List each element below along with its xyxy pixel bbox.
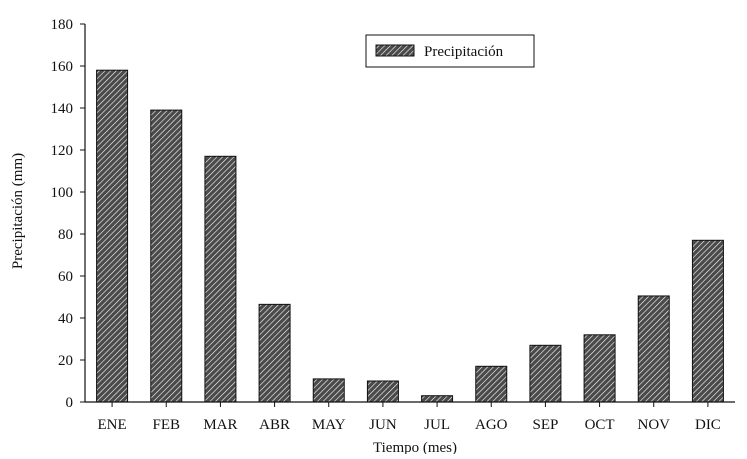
x-tick-label-nov: NOV: [638, 417, 671, 433]
bar-dic: [691, 239, 724, 403]
bar-ene: [96, 69, 129, 403]
axes-layer: [80, 23, 735, 407]
x-tick-label-sep: SEP: [532, 417, 558, 433]
bar-jun: [366, 380, 399, 403]
x-tick-label-ago: AGO: [475, 417, 508, 433]
y-tick-label-120: 120: [51, 143, 74, 159]
y-tick-label-60: 60: [58, 269, 73, 285]
y-tick-label-40: 40: [58, 311, 73, 327]
bar-sep: [529, 344, 562, 403]
x-tick-label-ene: ENE: [97, 417, 126, 433]
legend-label: Precipitación: [424, 44, 504, 60]
bar-ago: [475, 365, 508, 403]
bar-may: [312, 378, 345, 403]
x-tick-label-abr: ABR: [259, 417, 290, 433]
y-tick-label-0: 0: [66, 395, 74, 411]
y-tick-label-180: 180: [51, 17, 74, 33]
x-tick-label-mar: MAR: [203, 417, 237, 433]
legend: Precipitación: [365, 34, 535, 68]
bar-jul: [421, 395, 454, 403]
bar-oct: [583, 334, 616, 403]
legend-swatch: [375, 44, 415, 57]
bars-layer: [96, 69, 724, 403]
y-tick-label-100: 100: [51, 185, 74, 201]
bar-feb: [150, 109, 183, 403]
x-tick-label-dic: DIC: [695, 417, 721, 433]
y-tick-label-20: 20: [58, 353, 73, 369]
bar-mar: [204, 155, 237, 403]
labels-layer: ENE FEB MAR ABR MAY JUN JUL AGO SEP OCT NOV DIC 0 20 4…: [51, 17, 721, 433]
x-tick-label-jul: JUL: [424, 417, 450, 433]
bar-abr: [258, 303, 291, 403]
x-axis-label: Tiempo (mes): [373, 440, 457, 454]
x-tick-label-oct: OCT: [585, 417, 615, 433]
y-tick-label-160: 160: [51, 59, 74, 75]
bar-nov: [637, 295, 670, 403]
y-axis-label: Precipitación (mm): [10, 153, 26, 269]
y-tick-label-140: 140: [51, 101, 74, 117]
x-tick-label-feb: FEB: [152, 417, 180, 433]
x-tick-label-may: MAY: [312, 417, 346, 433]
x-tick-label-jun: JUN: [369, 417, 397, 433]
y-tick-label-80: 80: [58, 227, 73, 243]
